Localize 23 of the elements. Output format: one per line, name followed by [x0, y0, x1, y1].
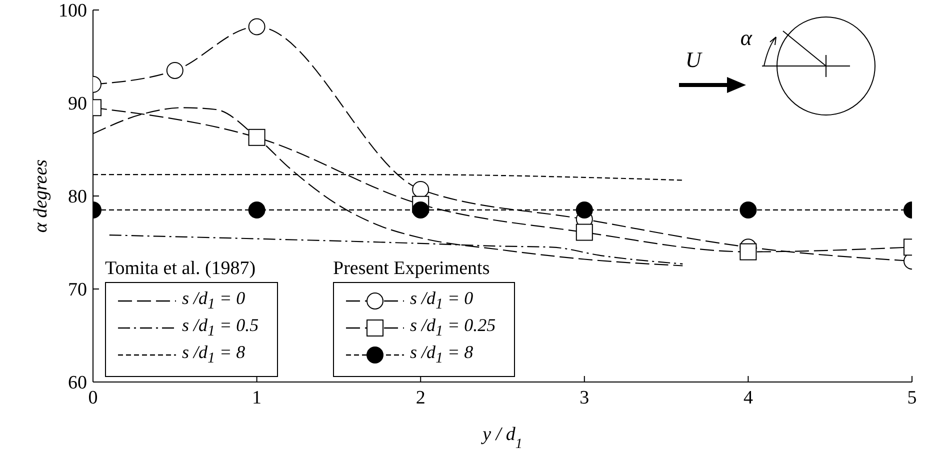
y-tick-label: 60 [68, 372, 87, 394]
legend-label: s /d$_{1}$ = 0.25 [410, 314, 496, 340]
y-tick-label: 80 [68, 186, 87, 208]
legend-label: s /d$_{1}$ = 0 [410, 288, 474, 314]
y-tick-label: 70 [68, 280, 87, 301]
y-tick-label: 90 [68, 94, 87, 115]
legend-label: s /d$_{1}$ = 0 [182, 288, 246, 314]
legend-label: s /d$_{1}$ = 8 [410, 342, 474, 368]
legend-label: s /d$_{1}$ = 8 [182, 342, 246, 368]
annotation: U [685, 46, 702, 73]
annotation: α [740, 25, 752, 52]
annotation: Present Experiments [333, 258, 491, 280]
x-tick-label: 0 [88, 387, 98, 408]
x-axis-title: y / d$_{1}$ [480, 424, 522, 452]
legend-label: s /d$_{1}$ = 0.5 [182, 314, 259, 340]
annotation: Tomita et al. (1987) [105, 258, 257, 280]
x-tick-label: 1 [252, 387, 262, 408]
x-tick-label: 2 [416, 387, 426, 408]
y-axis-title: α degrees [30, 159, 52, 233]
x-tick-label: 5 [907, 387, 917, 408]
x-tick-label: 3 [580, 387, 590, 408]
x-tick-label: 4 [743, 387, 754, 408]
y-tick-label: 100 [58, 0, 87, 22]
